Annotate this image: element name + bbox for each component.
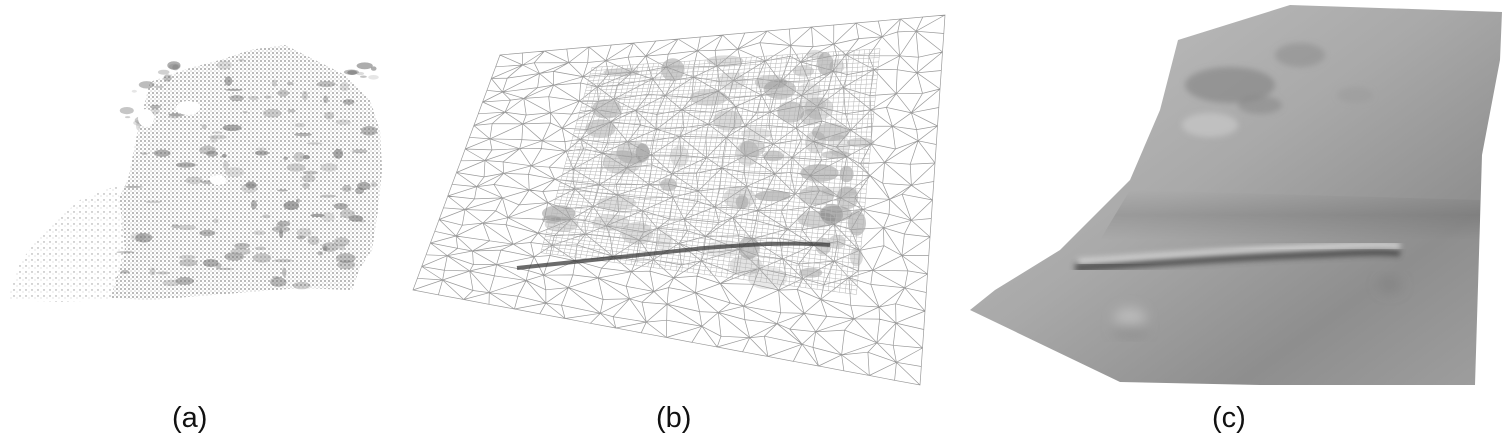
shaded-surface-figure (970, 5, 1502, 385)
surface-upper-relief (1182, 43, 1373, 137)
surface-ridge-shadow (1074, 246, 1401, 273)
point-cloud-hole-3 (210, 175, 226, 185)
panel-b-wireframe-mesh (405, 0, 965, 443)
wireframe-mesh-figure (412, 14, 946, 386)
caption-c: (c) (1212, 402, 1246, 434)
mesh-wireframe (412, 14, 946, 386)
panel-a-point-cloud (0, 0, 400, 443)
caption-a: (a) (172, 402, 208, 434)
point-cloud-left-slope (8, 185, 125, 302)
mesh-ridge-feature (516, 241, 831, 270)
surface-shadow-band (1100, 190, 1480, 240)
surface-lower-bumps (1112, 277, 1402, 336)
caption-b: (b) (656, 402, 692, 434)
point-cloud-hole (138, 109, 154, 127)
point-cloud-figure (8, 45, 382, 302)
point-cloud-hole-2 (176, 101, 200, 115)
surface-ridge-highlight (1077, 241, 1401, 265)
panel-c-shaded-surface (960, 0, 1502, 443)
point-cloud-texture (116, 58, 379, 290)
